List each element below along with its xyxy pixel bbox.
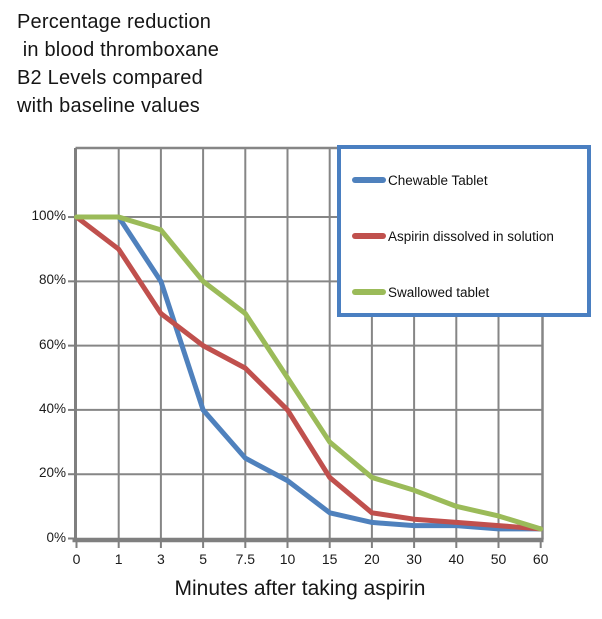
legend-swatch-swallowed-tablet bbox=[352, 289, 386, 295]
legend-item-chewable-tablet: Chewable Tablet bbox=[352, 169, 488, 191]
legend-label-swallowed-tablet: Swallowed tablet bbox=[388, 284, 490, 300]
legend-item-aspirin-solution: Aspirin dissolved in solution bbox=[352, 225, 554, 247]
series-line-swallowed-tablet bbox=[74, 214, 544, 532]
y-tick-label: 20% bbox=[38, 465, 66, 481]
x-tick-label: 5 bbox=[199, 551, 207, 567]
x-tick-label: 7.5 bbox=[235, 551, 256, 567]
legend-label-aspirin-solution: Aspirin dissolved in solution bbox=[388, 228, 554, 244]
legend-item-swallowed-tablet: Swallowed tablet bbox=[352, 281, 489, 303]
x-axis-title: Minutes after taking aspirin bbox=[174, 577, 426, 600]
chart-title: Percentage reduction in blood thromboxan… bbox=[17, 11, 220, 117]
legend-swatch-aspirin-solution bbox=[352, 233, 386, 239]
x-tick-label: 20 bbox=[364, 551, 380, 567]
y-tick-label: 60% bbox=[38, 336, 66, 352]
x-tick-label: 15 bbox=[321, 551, 338, 567]
series-line-chewable-tablet bbox=[74, 214, 544, 532]
x-tick-label: 0 bbox=[72, 551, 81, 567]
x-tick-label: 30 bbox=[406, 551, 422, 567]
x-tick-label: 60 bbox=[532, 551, 549, 567]
legend: Chewable Tablet Aspirin dissolved in sol… bbox=[337, 145, 591, 317]
x-tick-label: 10 bbox=[279, 551, 296, 567]
y-tick-label: 0% bbox=[46, 529, 66, 545]
series-line-aspirin-dissolved-in-solution bbox=[74, 214, 544, 532]
legend-label-chewable-tablet: Chewable Tablet bbox=[388, 172, 488, 188]
y-tick-label: 100% bbox=[31, 208, 66, 224]
x-tick-label: 1 bbox=[114, 551, 123, 567]
x-tick-label: 3 bbox=[156, 551, 165, 567]
y-tick-label: 40% bbox=[38, 400, 66, 416]
legend-swatch-chewable-tablet bbox=[352, 177, 386, 183]
x-tick-label: 40 bbox=[448, 551, 465, 567]
x-tick-label: 50 bbox=[490, 551, 507, 567]
y-tick-label: 80% bbox=[38, 272, 66, 288]
